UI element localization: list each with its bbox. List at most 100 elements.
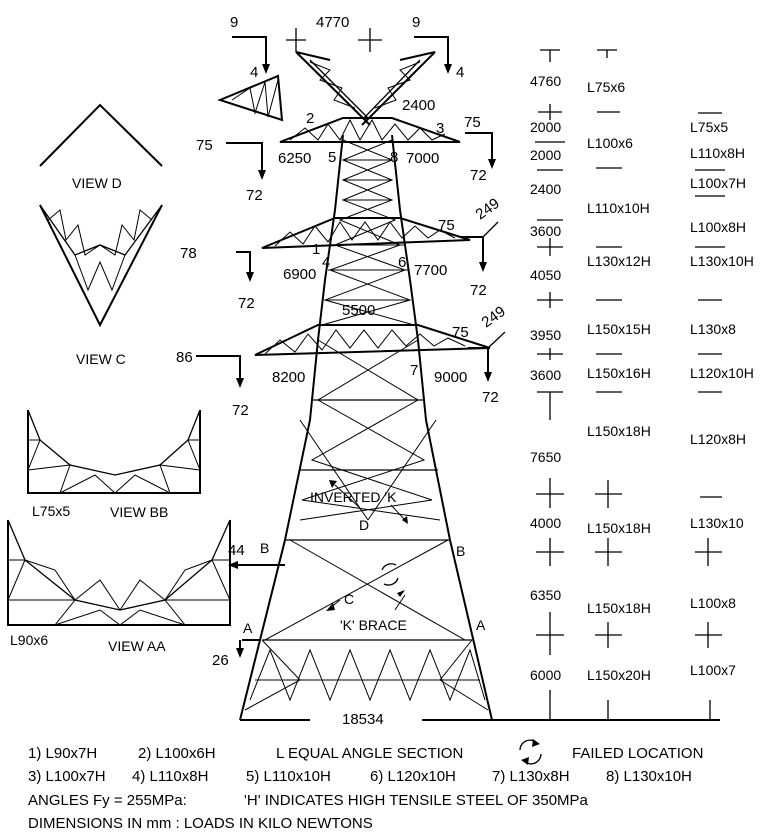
panel-height-9: 7650 [530, 449, 561, 465]
load-top-left-h: 9 [230, 14, 238, 31]
load-a: 26 [212, 652, 229, 669]
panel-height-5: 3600 [530, 223, 561, 239]
leg-section-10: L150x20H [587, 667, 651, 683]
brace-section-7: L120x10H [690, 365, 754, 381]
brace-section-6: L130x8 [690, 321, 736, 337]
panel-height-3: 2000 [530, 147, 561, 163]
point-c: C [344, 591, 354, 607]
inverted-k-label: INVERTED 'K [310, 489, 397, 505]
member-5: 5 [328, 149, 336, 166]
dim-base-width: 18534 [342, 711, 384, 728]
view-aa-drawing [7, 519, 231, 627]
failed-location-icon [519, 739, 542, 765]
panel-height-12: 6000 [530, 667, 561, 683]
panel-height-4: 2400 [530, 181, 561, 197]
load-arm2-right-v: 72 [470, 282, 487, 299]
load-arm1-left-v: 72 [246, 187, 263, 204]
dim-arm2-left: 6900 [283, 266, 316, 283]
brace-section-4: L100x8H [690, 219, 746, 235]
point-b-left: B [260, 540, 269, 556]
legend-item-4: 4) L110x8H [132, 768, 208, 785]
member-6: 6 [398, 254, 406, 271]
dim-arm1-left: 6250 [278, 150, 311, 167]
brace-section-10: L100x8 [690, 595, 736, 611]
load-arm2-left-v: 72 [238, 295, 255, 312]
member-numbers: 1 2 3 4 5 6 7 8 [306, 110, 444, 379]
brace-section-3: L100x7H [690, 175, 746, 191]
brace-sections: L75x5 L110x8H L100x7H L100x8H L130x10H L… [690, 119, 754, 678]
leg-section-5: L150x15H [587, 321, 651, 337]
panel-height-10: 4000 [530, 515, 561, 531]
brace-section-5: L130x10H [690, 253, 754, 269]
load-top-right-h: 9 [412, 14, 420, 31]
legend-item-3: 3) L100x7H [28, 768, 106, 785]
dimension-labels: 2400 6250 7000 6900 7700 5500 8200 9000 … [272, 97, 467, 728]
legend-angle-section: L EQUAL ANGLE SECTION [276, 745, 463, 762]
dim-arm1-right: 7000 [406, 150, 439, 167]
load-arm2-right-diag: 249 [473, 195, 503, 223]
legend-high-tensile: 'H' INDICATES HIGH TENSILE STEEL OF 350M… [244, 792, 589, 809]
legend-yield-strength: ANGLES Fy = 255MPa: [28, 792, 187, 809]
panel-height-8: 3600 [530, 367, 561, 383]
leg-section-8: L150x18H [587, 520, 651, 536]
legend-item-8: 8) L130x10H [606, 768, 692, 785]
load-arm2-left-h: 78 [180, 245, 197, 262]
k-brace-label: 'K' BRACE [340, 617, 407, 633]
brace-section-9: L130x10 [690, 515, 744, 531]
brace-section-8: L120x8H [690, 431, 746, 447]
load-arm2-right-h: 75 [438, 217, 455, 234]
point-a-left: A [243, 620, 253, 636]
member-8: 8 [390, 149, 398, 166]
point-b-right: B [456, 543, 465, 559]
panel-heights: 4760 2000 2000 2400 3600 4050 3950 3600 … [530, 73, 561, 683]
legend-units: DIMENSIONS IN mm : LOADS IN KILO NEWTONS [28, 815, 373, 832]
leg-section-9: L150x18H [587, 600, 651, 616]
load-top-left-v: 4 [250, 64, 258, 81]
dim-arm3-right: 9000 [434, 369, 467, 386]
member-2: 2 [306, 110, 314, 127]
peak-side-view [217, 74, 284, 122]
panel-height-2: 2000 [530, 119, 561, 135]
leg-sections: L75x6 L100x6 L110x10H L130x12H L150x15H … [587, 79, 651, 683]
panel-height-7: 3950 [530, 327, 561, 343]
legend-failed-location: FAILED LOCATION [572, 745, 703, 762]
brace-section-11: L100x7 [690, 662, 736, 678]
brace-section-1: L75x5 [690, 119, 728, 135]
leg-section-6: L150x16H [587, 365, 651, 381]
view-aa-label: VIEW AA [108, 638, 166, 654]
dim-mid-width: 5500 [342, 302, 375, 319]
member-7: 7 [410, 362, 418, 379]
dim-arm2-right: 7700 [414, 262, 447, 279]
view-bb-section: L75x5 [32, 503, 70, 519]
dimension-ticks [535, 49, 725, 720]
legend-item-7: 7) L130x8H [492, 768, 570, 785]
legend-item-6: 6) L120x10H [370, 768, 456, 785]
legend: 1) L90x7H 2) L100x6H L EQUAL ANGLE SECTI… [28, 739, 703, 832]
top-width-dim: 4770 [316, 14, 349, 31]
dim-peak-arm: 2400 [402, 97, 435, 114]
point-d: D [359, 517, 369, 533]
view-bb-drawing [27, 409, 201, 495]
load-arrows [196, 28, 506, 658]
tower-structure [239, 51, 720, 721]
member-4: 4 [322, 254, 330, 271]
leg-section-4: L130x12H [587, 253, 651, 269]
load-arm3-left-h: 86 [176, 349, 193, 366]
load-arm3-right-h: 75 [452, 324, 469, 341]
panel-height-11: 6350 [530, 587, 561, 603]
view-c-label: VIEW C [76, 351, 126, 367]
legend-item-1: 1) L90x7H [28, 745, 97, 762]
load-arm3-left-v: 72 [232, 402, 249, 419]
point-a-right: A [476, 617, 486, 633]
view-d-drawing [39, 103, 163, 167]
dim-arm3-left: 8200 [272, 369, 305, 386]
leg-section-2: L100x6 [587, 135, 633, 151]
panel-height-6: 4050 [530, 267, 561, 283]
legend-item-2: 2) L100x6H [138, 745, 216, 762]
load-b: 44 [228, 542, 245, 559]
tower-annotations: INVERTED 'K 'K' BRACE D C B B A A [243, 489, 486, 636]
member-3: 3 [436, 120, 444, 137]
view-d-label: VIEW D [72, 175, 122, 191]
leg-section-3: L110x10H [587, 200, 650, 216]
